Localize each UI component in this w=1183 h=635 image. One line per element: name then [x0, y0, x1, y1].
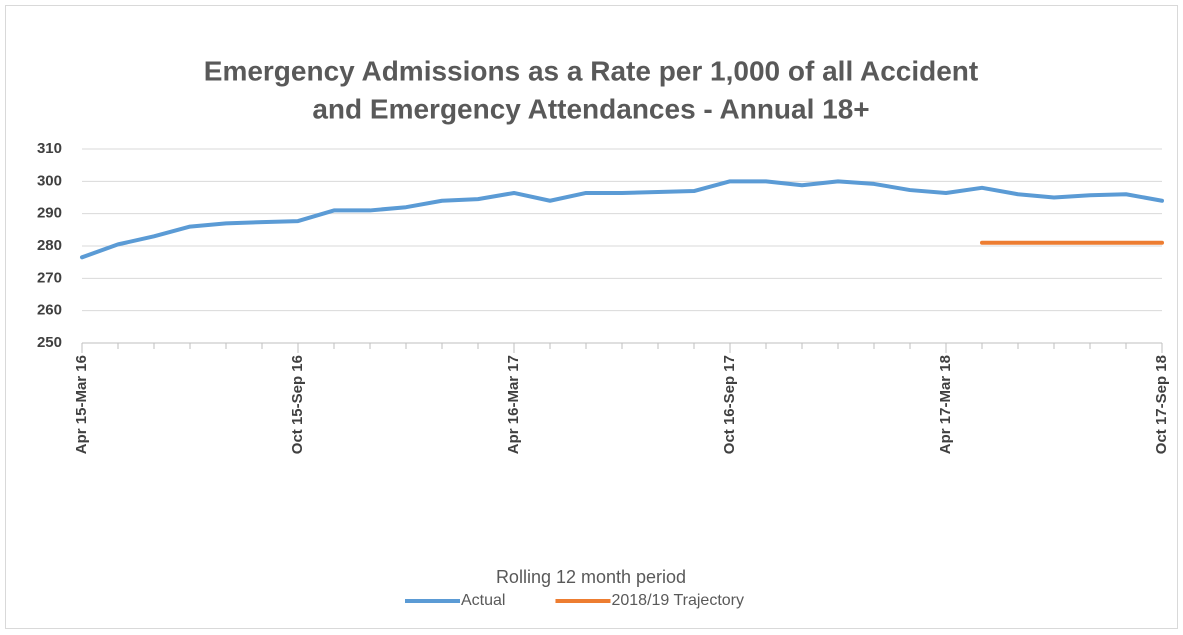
- y-tick-label: 260: [37, 302, 62, 319]
- y-tick-label: 250: [37, 334, 62, 351]
- x-axis-label: Rolling 12 month period: [496, 567, 686, 587]
- chart-title: Emergency Admissions as a Rate per 1,000…: [204, 55, 978, 86]
- x-tick-label: Apr 17-Mar 18: [937, 355, 954, 454]
- x-tick-label: Apr 15-Mar 16: [73, 355, 90, 454]
- legend-label: 2018/19 Trajectory: [611, 592, 744, 609]
- chart-frame: [5, 5, 1178, 629]
- y-tick-label: 280: [37, 237, 62, 254]
- x-tick-label: Oct 16-Sep 17: [721, 355, 738, 454]
- series-line: [80, 179, 1164, 260]
- x-tick-label: Oct 17-Sep 18: [1153, 355, 1170, 454]
- x-tick-label: Apr 16-Mar 17: [505, 355, 522, 454]
- legend-label: Actual: [461, 592, 505, 609]
- y-tick-label: 290: [37, 205, 62, 222]
- y-tick-label: 270: [37, 269, 62, 286]
- chart-title: and Emergency Attendances - Annual 18+: [312, 93, 869, 124]
- y-tick-label: 300: [37, 172, 62, 189]
- x-tick-label: Oct 15-Sep 16: [289, 355, 306, 454]
- y-tick-label: 310: [37, 140, 62, 157]
